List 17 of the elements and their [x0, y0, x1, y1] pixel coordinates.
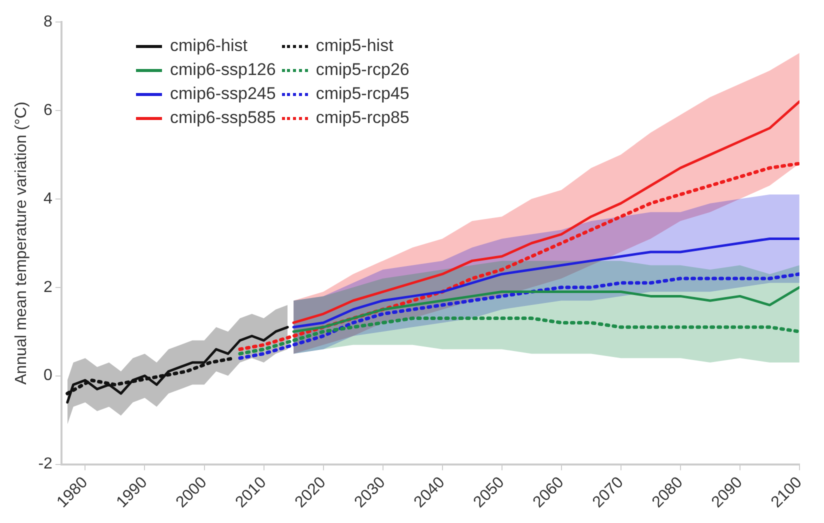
- legend-label: cmip5-hist: [316, 36, 394, 56]
- legend-label: cmip6-ssp245: [170, 84, 276, 104]
- y-axis-title: Annual mean temperature variation (°C): [13, 102, 30, 385]
- y-tick-label: 4: [44, 190, 53, 208]
- line-series: [238, 272, 800, 360]
- legend-label: cmip6-ssp126: [170, 60, 276, 80]
- y-tick-label: 6: [44, 102, 53, 119]
- line-series: [238, 162, 800, 352]
- y-tick-label: -2: [38, 456, 53, 473]
- legend-label: cmip6-ssp585: [170, 108, 276, 128]
- y-tick-label: 2: [44, 278, 53, 296]
- legend-label: cmip5-rcp26: [316, 60, 410, 80]
- legend-label: cmip5-rcp85: [316, 108, 410, 128]
- y-tick-label: 0: [44, 367, 53, 384]
- legend-label: cmip6-hist: [170, 36, 248, 56]
- y-tick-label: 8: [44, 13, 53, 30]
- legend-label: cmip5-rcp45: [316, 84, 410, 104]
